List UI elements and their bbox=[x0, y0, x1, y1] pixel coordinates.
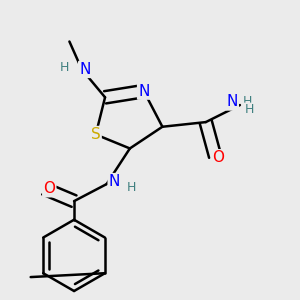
Text: H: H bbox=[244, 103, 254, 116]
Text: N: N bbox=[226, 94, 238, 110]
Text: H: H bbox=[127, 181, 136, 194]
Text: N: N bbox=[109, 174, 120, 189]
Text: O: O bbox=[43, 181, 55, 196]
Text: N: N bbox=[138, 84, 149, 99]
Text: S: S bbox=[91, 127, 100, 142]
Text: H: H bbox=[243, 95, 252, 109]
Text: N: N bbox=[79, 62, 91, 77]
Text: O: O bbox=[212, 150, 224, 165]
Text: H: H bbox=[60, 61, 70, 74]
